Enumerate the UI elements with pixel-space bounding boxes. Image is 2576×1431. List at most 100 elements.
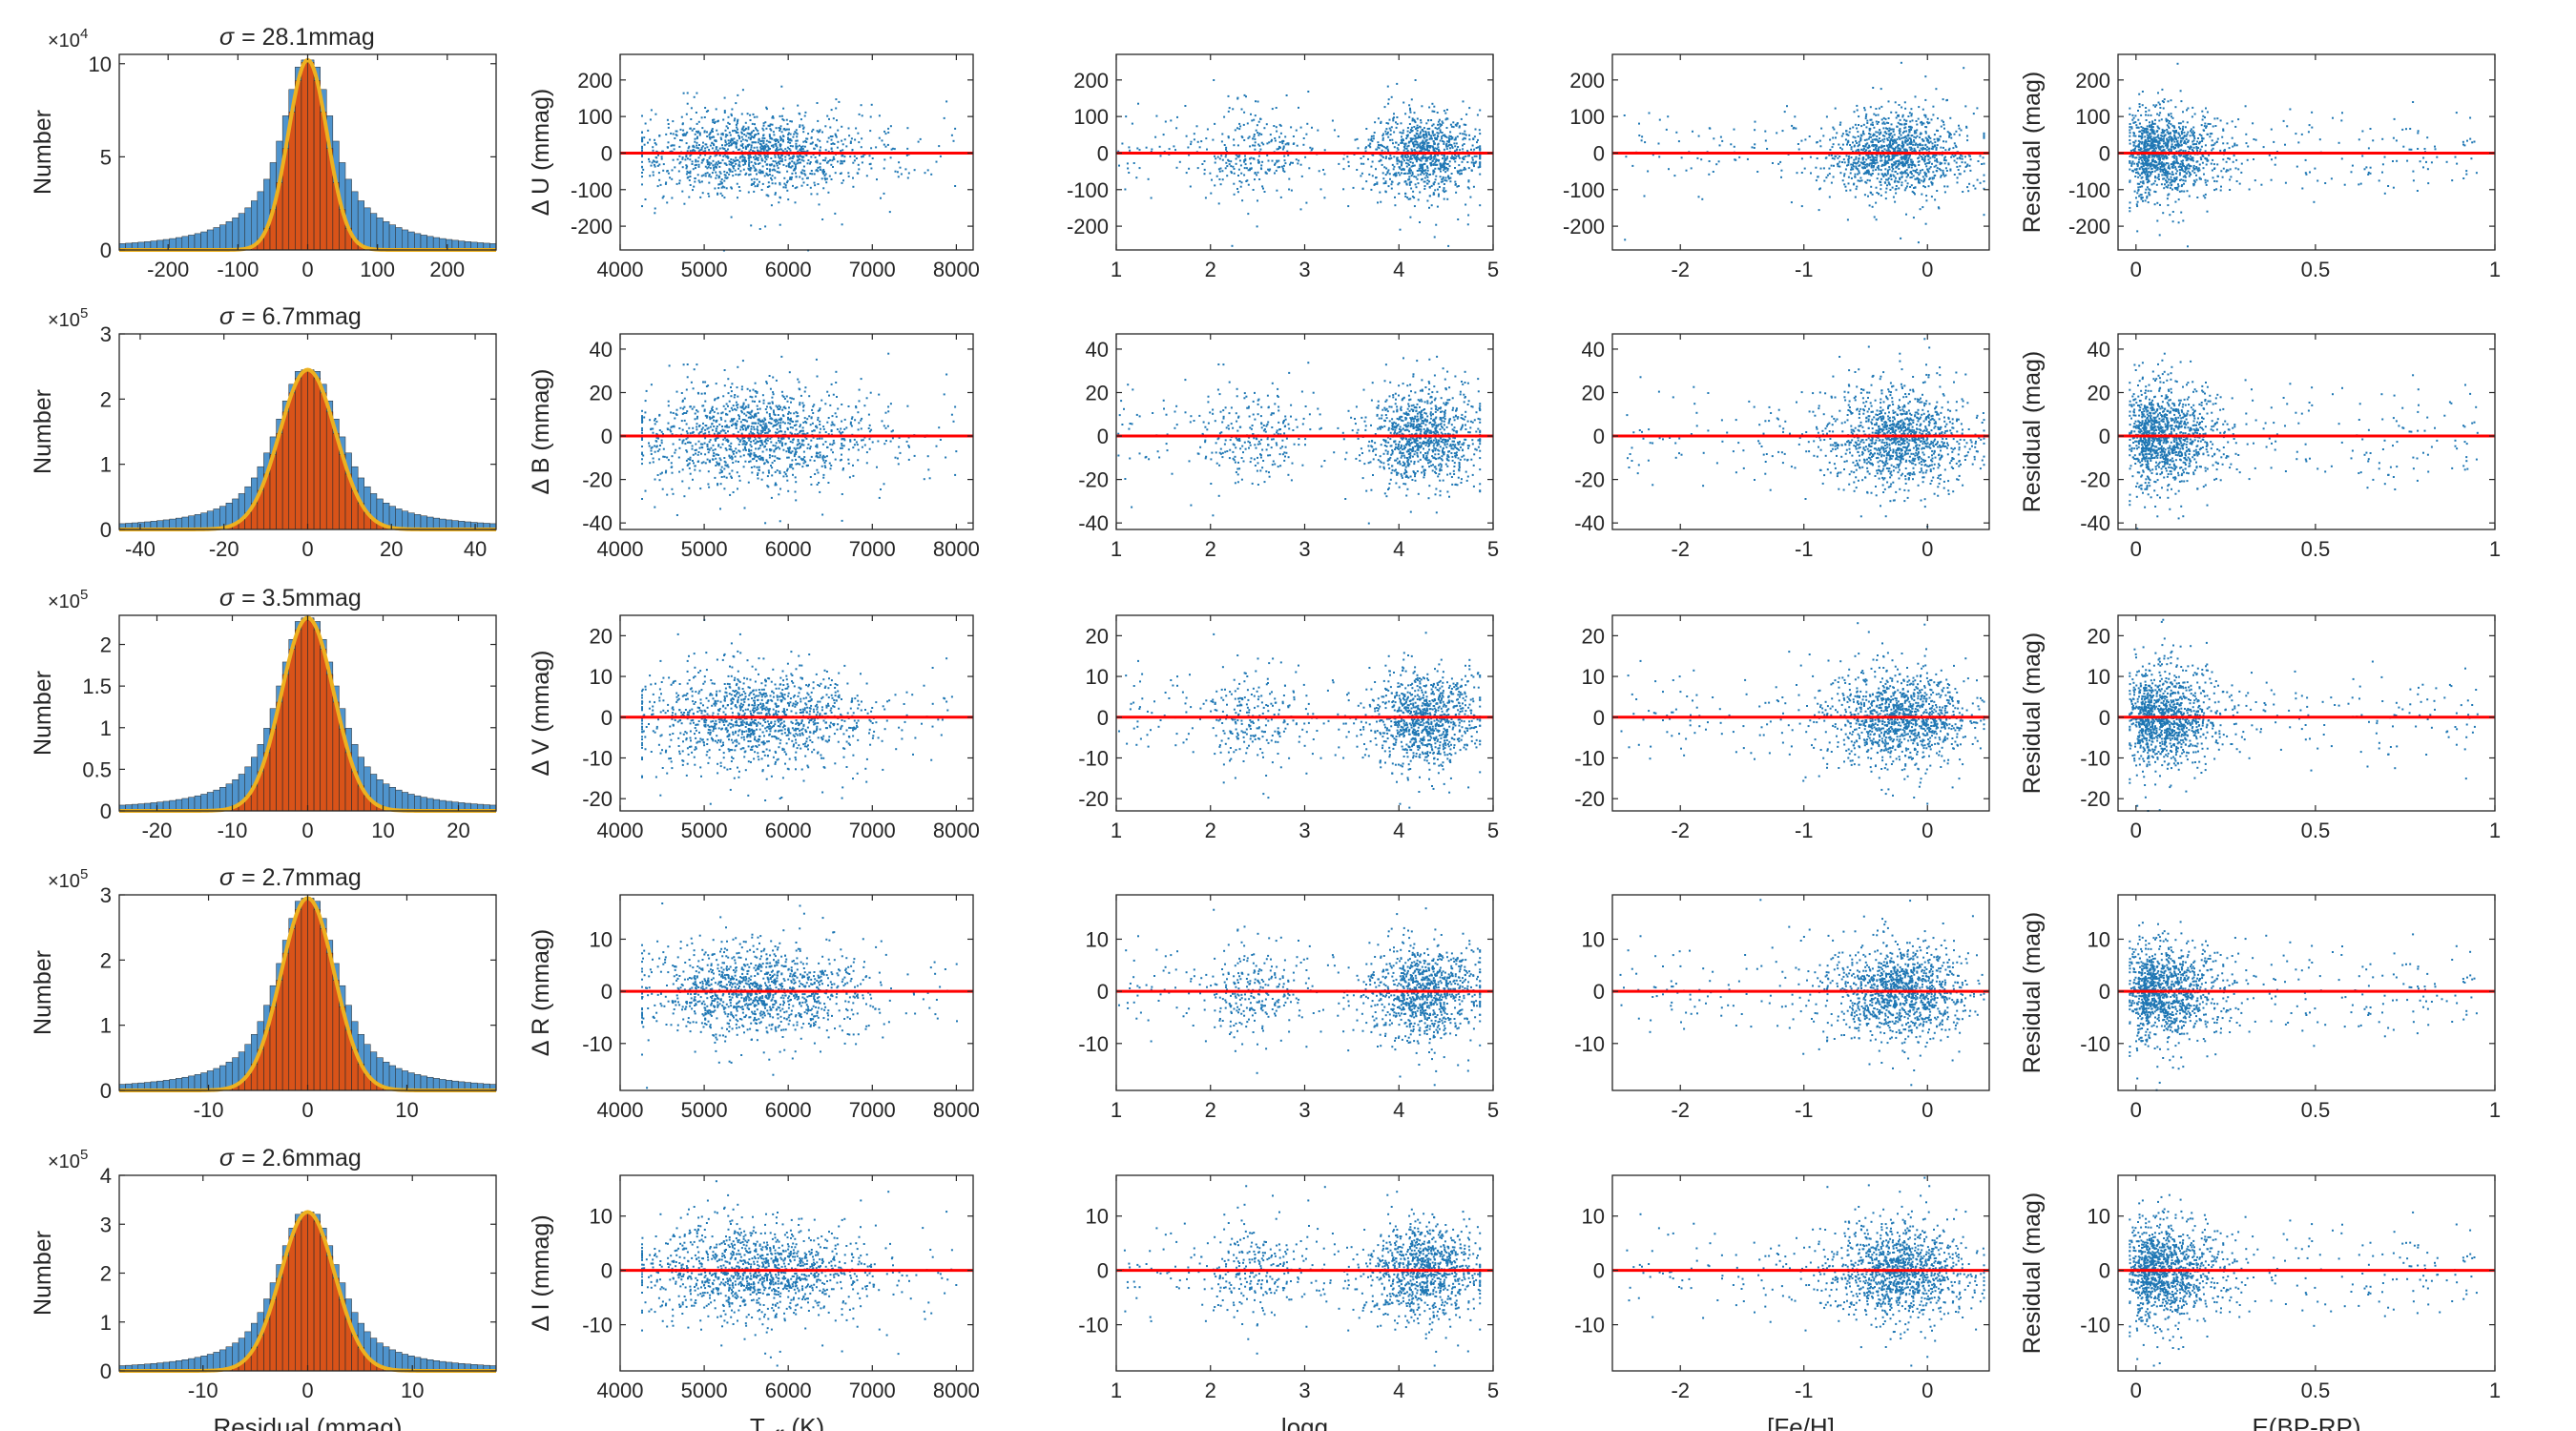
scatter-point (763, 150, 765, 152)
scatter-point (807, 133, 809, 135)
hist-bar-outer (195, 1358, 201, 1371)
hist-bar-core (301, 619, 308, 811)
hist-bar-outer (188, 1076, 195, 1090)
scatter-point (719, 148, 721, 150)
hist-bar-core (295, 81, 301, 250)
scatter-panel-U-Teff: 4000 5000 6000 7000 8000-200-1000100200Δ U (… (528, 54, 980, 281)
hist-bar-outer (408, 794, 415, 811)
scatter-point (701, 180, 703, 182)
scatter-point (690, 118, 692, 120)
scatter-point (719, 155, 721, 156)
scatter-point (766, 140, 768, 142)
x-tick-label: 10 (401, 1379, 424, 1402)
x-tick-label: -10 (194, 1098, 224, 1122)
hist-bar-outer (402, 1355, 408, 1371)
scatter-point (883, 168, 885, 170)
hist-bar-core (301, 371, 308, 529)
y-tick-label: 1 (100, 716, 112, 740)
multiplier-exponent: 5 (80, 866, 88, 882)
scatter-point (821, 132, 823, 134)
scatter-point (799, 155, 800, 156)
scatter-point (665, 134, 667, 135)
histogram-panel-R: -10 0 100123×105 σ = 2.7mmagNumber (30, 864, 496, 1122)
scatter-point (812, 129, 814, 131)
scatter-point (708, 182, 710, 184)
y-tick-label: 2 (100, 387, 112, 411)
scatter-point (774, 177, 776, 179)
scatter-point (769, 174, 771, 176)
scatter-point (732, 130, 734, 132)
y-tick-label: 2 (100, 633, 112, 657)
scatter-point (739, 170, 741, 172)
y-tick-label: 4 (100, 1164, 112, 1188)
scatter-point (694, 141, 696, 143)
scatter-point (875, 146, 877, 148)
histogram-title: σ = 6.7mmag (219, 303, 362, 330)
scatter-point (838, 101, 840, 103)
scatter-point (814, 182, 816, 184)
scatter-point (755, 127, 757, 129)
hist-bar-core (326, 953, 333, 1090)
sigma-value: = 3.5mmag (241, 585, 362, 612)
scatter-point (795, 201, 797, 203)
hist-bar-core (282, 953, 289, 1090)
hist-bar-core (308, 1213, 315, 1371)
x-tick-label: -200 (147, 258, 189, 281)
scatter-point (894, 148, 896, 150)
scatter-point (728, 139, 730, 141)
hist-bar-core (314, 379, 321, 529)
hist-bar-outer (226, 221, 233, 250)
hist-bar-outer (408, 1356, 415, 1371)
hist-bar-core (314, 630, 321, 811)
hist-bar-core (289, 1236, 296, 1371)
sigma-value: = 28.1mmag (241, 24, 375, 51)
hist-bar-outer (408, 232, 415, 250)
multiplier-exponent: 5 (80, 305, 88, 321)
x-tick-label: 100 (360, 258, 395, 281)
scatter-point (781, 131, 783, 133)
multiplier-base: ×10 (48, 591, 80, 612)
scatter-point (841, 182, 843, 184)
hist-bar-core (314, 1221, 321, 1371)
scatter-point (763, 134, 765, 135)
hist-bar-core (282, 1256, 289, 1371)
x-tick-label: 0 (301, 819, 313, 842)
scatter-point (750, 224, 752, 226)
scatter-point (852, 149, 854, 151)
scatter-point (658, 179, 660, 181)
scatter-point (696, 93, 697, 94)
y-tick-label: 0 (100, 1359, 112, 1383)
scatter-point (792, 136, 794, 138)
x-tick-label: 10 (395, 1098, 418, 1122)
hist-bar-outer (214, 1352, 220, 1371)
hist-bar-outer (207, 792, 214, 811)
scatter-point (796, 129, 798, 131)
histogram-panel-I: -10 0 1001234×105 σ = 2.6mmagNumberResidual … (30, 1145, 496, 1431)
scatter-point (654, 164, 655, 166)
x-tick-label: 0 (301, 258, 313, 281)
scatter-point (676, 183, 678, 185)
hist-bar-outer (188, 798, 195, 811)
hist-bar-outer (207, 511, 214, 529)
y-tick-label: 3 (100, 1213, 112, 1236)
sigma-value: = 2.7mmag (241, 864, 362, 891)
hist-bar-outer (408, 1073, 415, 1090)
y-multiplier: ×105 (48, 305, 88, 331)
histogram-title: σ = 3.5mmag (219, 585, 362, 612)
scatter-point (679, 179, 681, 181)
x-tick-label: -20 (209, 537, 239, 561)
hist-bar-core (277, 433, 283, 529)
scatter-point (647, 142, 649, 144)
x-tick-label: -10 (188, 1379, 218, 1402)
scatter-point (669, 176, 671, 178)
scatter-point (869, 130, 871, 132)
hist-bar-outer (421, 798, 427, 811)
hist-bar-outer (421, 1076, 427, 1090)
hist-bar-outer (201, 232, 208, 250)
y-tick-label: 1 (100, 1311, 112, 1335)
x-axis-label: Residual (mmag) (214, 1413, 403, 1431)
hist-bar-outer (389, 1066, 396, 1090)
scatter-point (784, 148, 786, 150)
scatter-point (734, 160, 736, 162)
hist-bar-outer (195, 1074, 201, 1090)
